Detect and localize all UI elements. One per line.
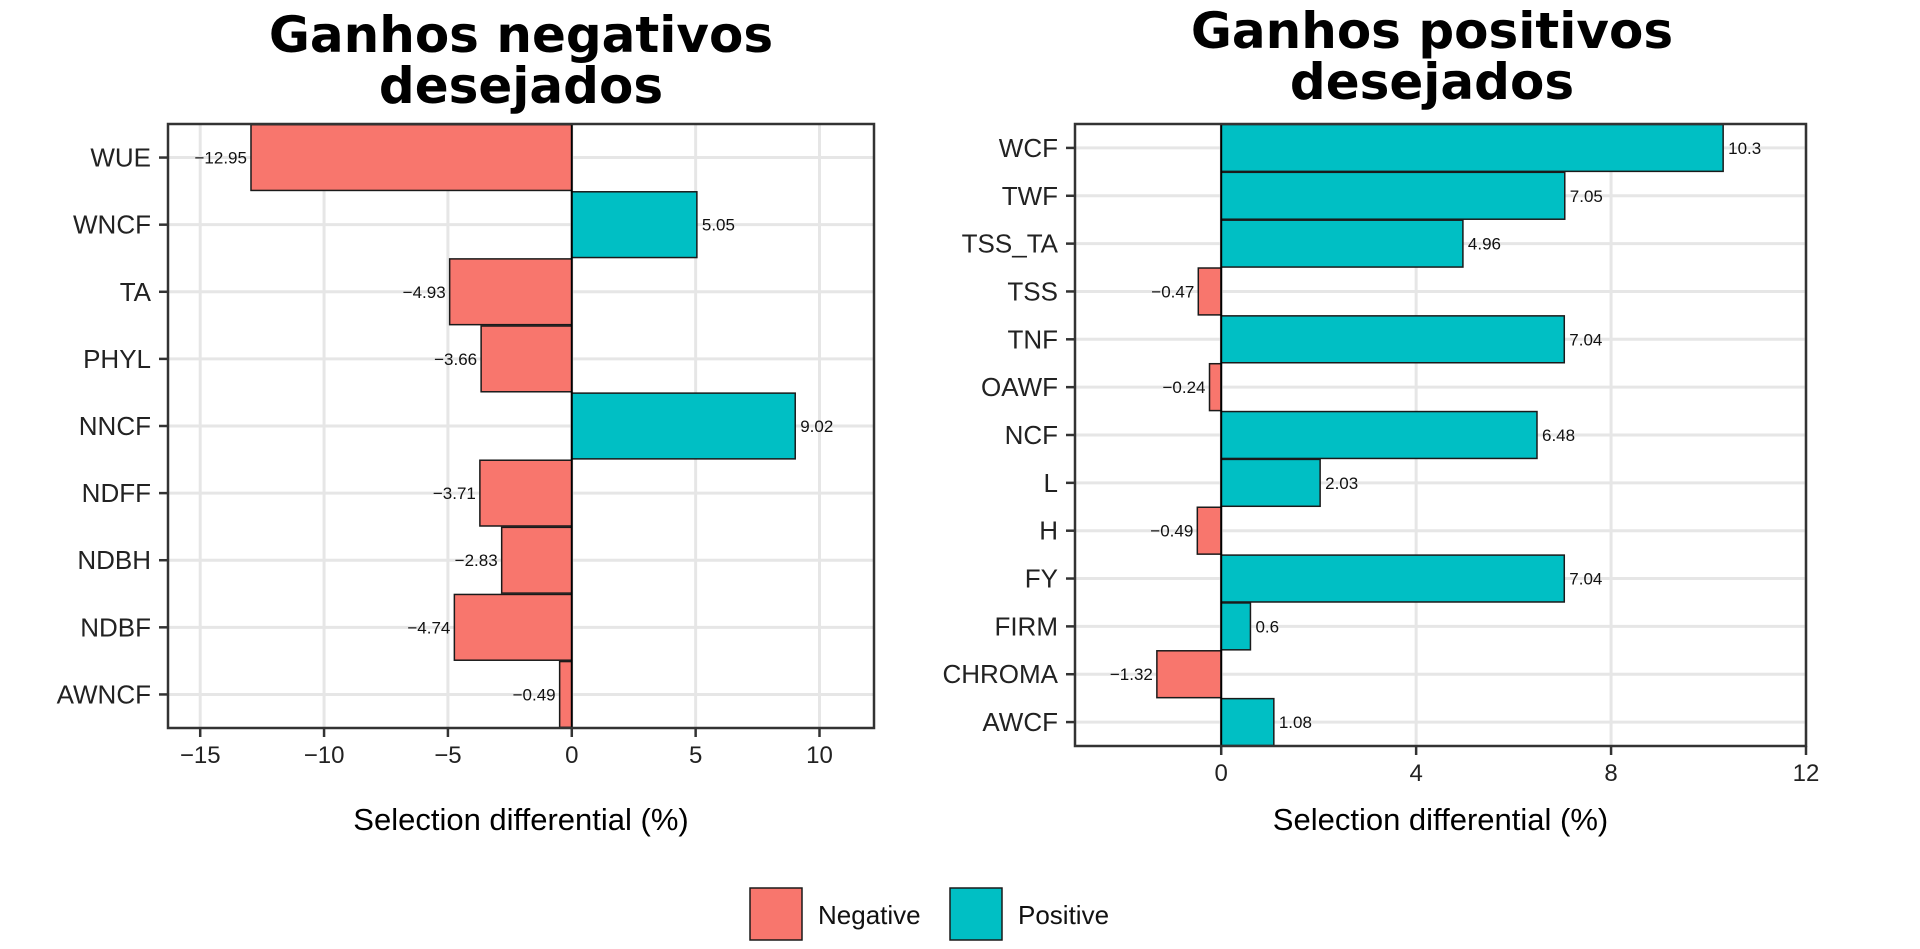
bar-ndbf <box>453 593 573 661</box>
y-tick-label-wue: WUE <box>90 143 151 173</box>
bar-h <box>1196 506 1222 555</box>
y-tick-label-ndbh: NDBH <box>77 545 151 575</box>
data-label-firm: 0.6 <box>1255 617 1279 636</box>
bar-firm <box>1220 602 1252 651</box>
bar-ncf <box>1220 410 1538 460</box>
y-tick-label-awncf: AWNCF <box>57 679 151 709</box>
bar-l <box>1220 458 1321 508</box>
bar-wncf <box>571 191 698 259</box>
x-tick-label: −5 <box>434 742 461 769</box>
bar-tss <box>1197 267 1222 316</box>
chart-title-line-2: desejados <box>1290 53 1574 111</box>
legend: Negative Positive <box>749 887 1109 941</box>
data-label-wue: −12.95 <box>195 149 247 168</box>
data-label-tnf: 7.04 <box>1569 330 1602 349</box>
data-label-phyl: −3.66 <box>434 350 477 369</box>
y-tick-label-firm: FIRM <box>994 611 1058 641</box>
bar-chroma <box>1156 650 1222 699</box>
data-label-tss: −0.47 <box>1151 282 1194 301</box>
data-label-ta: −4.93 <box>403 283 446 302</box>
legend-key-negative <box>749 887 803 941</box>
x-axis-title: Selection differential (%) <box>1273 802 1608 837</box>
bar-tnf <box>1220 315 1566 364</box>
data-label-ndbh: −2.83 <box>455 551 498 570</box>
y-tick-label-tss_ta: TSS_TA <box>962 229 1059 259</box>
data-label-ndff: −3.71 <box>433 484 476 503</box>
data-label-fy: 7.04 <box>1569 570 1602 589</box>
data-label-tss_ta: 4.96 <box>1468 235 1501 254</box>
bar-fy <box>1220 554 1566 603</box>
data-label-awcf: 1.08 <box>1279 713 1312 732</box>
y-tick-label-wncf: WNCF <box>73 210 151 240</box>
y-tick-label-wcf: WCF <box>999 133 1058 163</box>
bar-wcf <box>1220 123 1724 173</box>
bar-nncf <box>571 392 796 460</box>
data-label-chroma: −1.32 <box>1110 665 1153 684</box>
data-label-wncf: 5.05 <box>702 216 735 235</box>
chart-title-line-1: Ganhos negativos <box>269 6 773 64</box>
y-tick-label-nncf: NNCF <box>79 411 151 441</box>
data-label-awncf: −0.49 <box>513 685 556 704</box>
legend-label-positive: Positive <box>1018 900 1109 930</box>
bar-ndbh <box>500 526 573 594</box>
y-tick-label-fy: FY <box>1025 564 1058 594</box>
y-tick-label-oawf: OAWF <box>981 372 1058 402</box>
x-tick-label: 0 <box>1215 760 1228 787</box>
bar-tss_ta <box>1220 219 1464 268</box>
y-tick-label-l: L <box>1044 468 1058 498</box>
y-tick-label-ndff: NDFF <box>82 478 151 508</box>
y-tick-label-chroma: CHROMA <box>942 659 1058 689</box>
legend-key-positive <box>949 887 1003 941</box>
x-tick-label: 12 <box>1793 760 1820 787</box>
y-tick-label-phyl: PHYL <box>83 344 151 374</box>
y-tick-label-h: H <box>1039 516 1058 546</box>
x-tick-label: 10 <box>806 742 833 769</box>
bar-oawf <box>1208 362 1222 412</box>
legend-label-negative: Negative <box>818 900 921 930</box>
y-tick-label-tss: TSS <box>1007 276 1058 306</box>
bar-ndff <box>479 459 573 527</box>
x-tick-label: 0 <box>565 742 578 769</box>
y-tick-label-ta: TA <box>120 277 152 307</box>
bar-phyl <box>480 325 573 393</box>
y-tick-label-awcf: AWCF <box>982 707 1058 737</box>
x-tick-label: −15 <box>180 742 221 769</box>
bar-twf <box>1220 171 1566 220</box>
data-label-twf: 7.05 <box>1570 187 1603 206</box>
data-label-oawf: −0.24 <box>1162 378 1205 397</box>
y-tick-label-ndbf: NDBF <box>80 612 151 642</box>
bar-awncf <box>558 660 573 729</box>
chart-title-line-1: Ganhos positivos <box>1191 2 1673 60</box>
y-tick-label-tnf: TNF <box>1007 324 1058 354</box>
x-tick-label: 4 <box>1409 760 1422 787</box>
chart-title-line-2: desejados <box>379 57 663 115</box>
data-label-l: 2.03 <box>1325 474 1358 493</box>
data-label-wcf: 10.3 <box>1728 139 1761 158</box>
x-tick-label: −10 <box>304 742 345 769</box>
data-label-h: −0.49 <box>1150 522 1193 541</box>
x-tick-label: 8 <box>1604 760 1617 787</box>
data-label-nncf: 9.02 <box>800 417 833 436</box>
bar-awcf <box>1220 697 1275 747</box>
bar-ta <box>448 258 573 326</box>
data-label-ncf: 6.48 <box>1542 426 1575 445</box>
y-tick-label-twf: TWF <box>1002 181 1058 211</box>
y-tick-label-ncf: NCF <box>1005 420 1058 450</box>
x-tick-label: 5 <box>689 742 702 769</box>
data-label-ndbf: −4.74 <box>407 618 450 637</box>
x-axis-title: Selection differential (%) <box>353 802 688 837</box>
bar-wue <box>250 123 573 192</box>
